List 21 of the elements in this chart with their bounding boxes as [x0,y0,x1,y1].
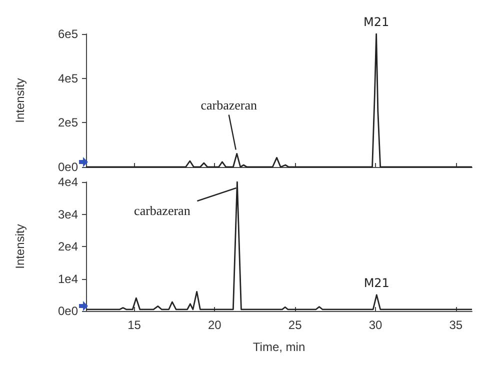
y-tick-label: 1e4 [58,272,78,286]
x-tick-label: 20 [208,318,222,332]
y-tick-label: 0e0 [58,304,78,318]
x-axis-title: Time, min [252,340,306,354]
x-tick-label: 15 [128,318,142,332]
x-tick-label: 30 [368,318,382,332]
annotation: M21 [363,15,390,29]
y-axis-title: Intensity [13,224,27,269]
y-tick-label: 6e5 [58,27,78,41]
annotation: carbazeran [200,98,258,113]
y-tick-label: 0e0 [58,160,78,174]
y-tick-label: 4e5 [58,71,78,86]
y-tick-label: 2e4 [58,240,78,254]
x-tick-label: 35 [449,318,463,332]
annotation: carbazeran [134,203,191,218]
annotation: M21 [364,276,390,290]
y-tick-label: 3e4 [58,207,78,222]
y-tick-label: 4e4 [58,175,78,189]
x-tick-label: 25 [288,318,302,332]
y-tick-label: 2e5 [58,116,78,130]
y-axis-title: Intensity [13,78,27,123]
